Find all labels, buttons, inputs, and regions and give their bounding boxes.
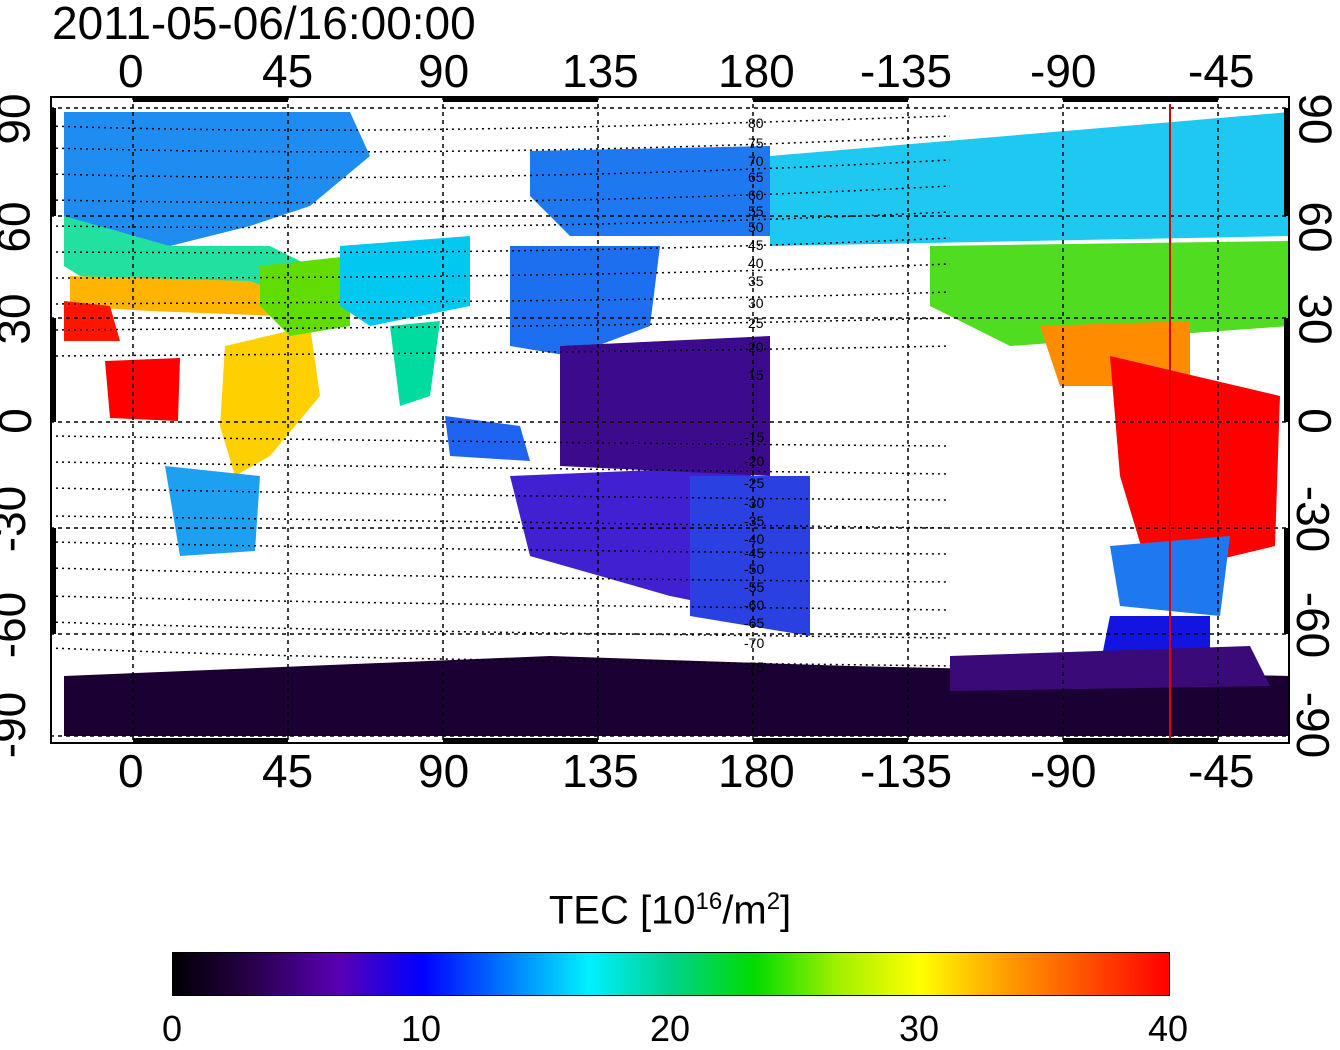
bottom-lon-tick-135: 135 [562,745,639,797]
tec-region-north-america-mid [930,241,1290,346]
graticule [50,96,1290,744]
right-lat-tick-30: 30 [1289,293,1340,345]
colorbar-tick-10: 10 [400,1008,442,1049]
tec-region-centralasia [340,236,470,326]
contour-label-30: 30 [748,295,764,311]
bottom-lon-tick-m90: -90 [1030,745,1097,797]
tec-region-southafrica [165,466,260,556]
tec-region-indonesia [445,416,530,461]
tec-region-westafrica [105,358,180,421]
top-lon-tick-135: 135 [562,45,639,97]
top-lon-tick-m90: -90 [1030,45,1097,97]
colorbar-title-end: ] [780,888,792,933]
contour-labels: 80 75 70 65 60 55 50 45 40 35 30 25 20 1… [744,115,764,675]
bottom-lon-tick-180: 180 [718,745,795,797]
contour-label-m45: -45 [744,545,764,561]
contour-label-m25: -25 [744,475,764,491]
contour-label-35: 35 [748,273,764,289]
contour-label-20: 20 [748,339,764,355]
top-lon-tick-m135: -135 [860,45,953,97]
contour-label-m75: -75 [744,659,764,675]
colorbar-tick-30: 30 [898,1008,940,1049]
contour-label-65: 65 [748,169,764,185]
colorbar-tick-20: 20 [649,1008,691,1049]
left-lat-tick-0: 0 [0,408,41,434]
left-lat-tick-90: 90 [0,93,40,145]
contour-label-70: 70 [748,153,764,169]
tec-region-india [390,321,440,406]
left-lat-tick-60: 60 [0,201,40,253]
tec-region-east-asia [510,246,660,356]
contour-label-75: 75 [748,135,764,151]
contour-label-50: 50 [748,219,764,235]
right-lat-tick-60: 60 [1289,201,1340,253]
colorbar-title: TEC [1016/m2] [0,888,1340,933]
contour-label-40: 40 [748,255,764,271]
colorbar [172,952,1170,996]
tec-region-antarctica-violet [950,646,1270,691]
right-lat-tick-m30: -30 [1287,485,1340,553]
colorbar-title-main: TEC [10 [548,888,696,933]
tec-map: 80 75 70 65 60 55 50 45 40 35 30 25 20 1… [50,96,1290,744]
contour-label-m20: -20 [744,453,764,469]
top-lon-tick-90: 90 [418,45,470,97]
bottom-lon-tick-m135: -135 [860,745,953,797]
tec-region-pacific-dark [560,336,770,476]
contour-label-25: 25 [748,315,764,331]
contour-label-m55: -55 [744,579,764,595]
colorbar-title-unit-exponent: 2 [766,888,781,915]
colorbar-tick-40: 40 [1147,1008,1189,1049]
tec-region-eastafrica [220,326,320,476]
contour-label-80: 80 [748,115,764,131]
tec-region-europe [64,112,370,256]
frame-tick-bars [50,96,1290,744]
right-lat-tick-m90: -90 [1287,691,1340,759]
contour-label-m70: -70 [744,635,764,651]
tec-region-north-america-high [770,112,1290,246]
top-lon-tick-0: 0 [118,45,144,97]
top-lon-tick-180: 180 [718,45,795,97]
left-lat-tick-m60: -60 [0,591,36,659]
colorbar-title-exponent: 16 [695,888,723,915]
contour-label-m60: -60 [744,597,764,613]
bottom-lon-tick-0: 0 [118,745,144,797]
tec-region-australia-east [690,476,810,636]
contour-label-m40: -40 [744,531,764,547]
tec-data-layer [64,112,1290,736]
left-lat-tick-m90: -90 [0,691,36,759]
colorbar-tick-0: 0 [161,1008,183,1049]
contour-label-m35: -35 [744,513,764,529]
tec-region-europe-mid [64,216,310,286]
contour-label-45: 45 [748,237,764,253]
contour-label-m15: -15 [744,429,764,445]
right-lat-tick-0: 0 [1288,408,1340,434]
tec-region-siberia [530,146,770,236]
tec-region-mediterranean [70,276,290,316]
contour-label-60: 60 [748,187,764,203]
contour-label-m50: -50 [744,561,764,577]
contour-label-m65: -65 [744,615,764,631]
tec-region-nafrica [64,301,120,341]
tec-region-middleeast [260,256,350,336]
bottom-lon-tick-90: 90 [418,745,470,797]
contour-label-15: 15 [748,367,764,383]
bottom-lon-tick-m45: -45 [1188,745,1255,797]
right-lat-tick-90: 90 [1289,93,1340,145]
left-lat-tick-30: 30 [0,293,40,345]
colorbar-title-unit: /m [722,888,767,933]
bottom-lon-tick-45: 45 [262,745,314,797]
right-lat-tick-m60: -60 [1287,591,1340,659]
geomagnetic-contours [50,115,951,667]
contour-label-m30: -30 [744,495,764,511]
left-lat-tick-m30: -30 [0,485,36,553]
contour-label-55: 55 [748,203,764,219]
top-lon-tick-m45: -45 [1188,45,1255,97]
tec-region-south-america [1110,356,1280,576]
top-lon-tick-45: 45 [262,45,314,97]
map-timestamp: 2011-05-06/16:00:00 [52,0,476,49]
